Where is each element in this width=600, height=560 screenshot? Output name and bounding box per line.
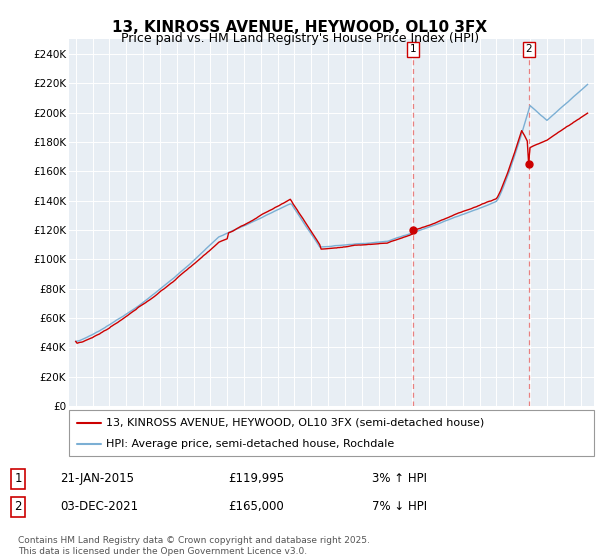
Text: 7% ↓ HPI: 7% ↓ HPI	[372, 500, 427, 514]
Text: 13, KINROSS AVENUE, HEYWOOD, OL10 3FX (semi-detached house): 13, KINROSS AVENUE, HEYWOOD, OL10 3FX (s…	[106, 418, 484, 428]
Text: Price paid vs. HM Land Registry's House Price Index (HPI): Price paid vs. HM Land Registry's House …	[121, 32, 479, 45]
Text: 2: 2	[526, 44, 532, 54]
Text: 13, KINROSS AVENUE, HEYWOOD, OL10 3FX: 13, KINROSS AVENUE, HEYWOOD, OL10 3FX	[112, 20, 488, 35]
Text: 1: 1	[410, 44, 416, 54]
FancyBboxPatch shape	[69, 410, 594, 456]
Text: 2: 2	[14, 500, 22, 514]
Text: £119,995: £119,995	[228, 472, 284, 486]
Text: 21-JAN-2015: 21-JAN-2015	[60, 472, 134, 486]
Text: 1: 1	[14, 472, 22, 486]
Text: Contains HM Land Registry data © Crown copyright and database right 2025.
This d: Contains HM Land Registry data © Crown c…	[18, 536, 370, 556]
Text: HPI: Average price, semi-detached house, Rochdale: HPI: Average price, semi-detached house,…	[106, 439, 394, 449]
Text: 03-DEC-2021: 03-DEC-2021	[60, 500, 138, 514]
Text: £165,000: £165,000	[228, 500, 284, 514]
Text: 3% ↑ HPI: 3% ↑ HPI	[372, 472, 427, 486]
